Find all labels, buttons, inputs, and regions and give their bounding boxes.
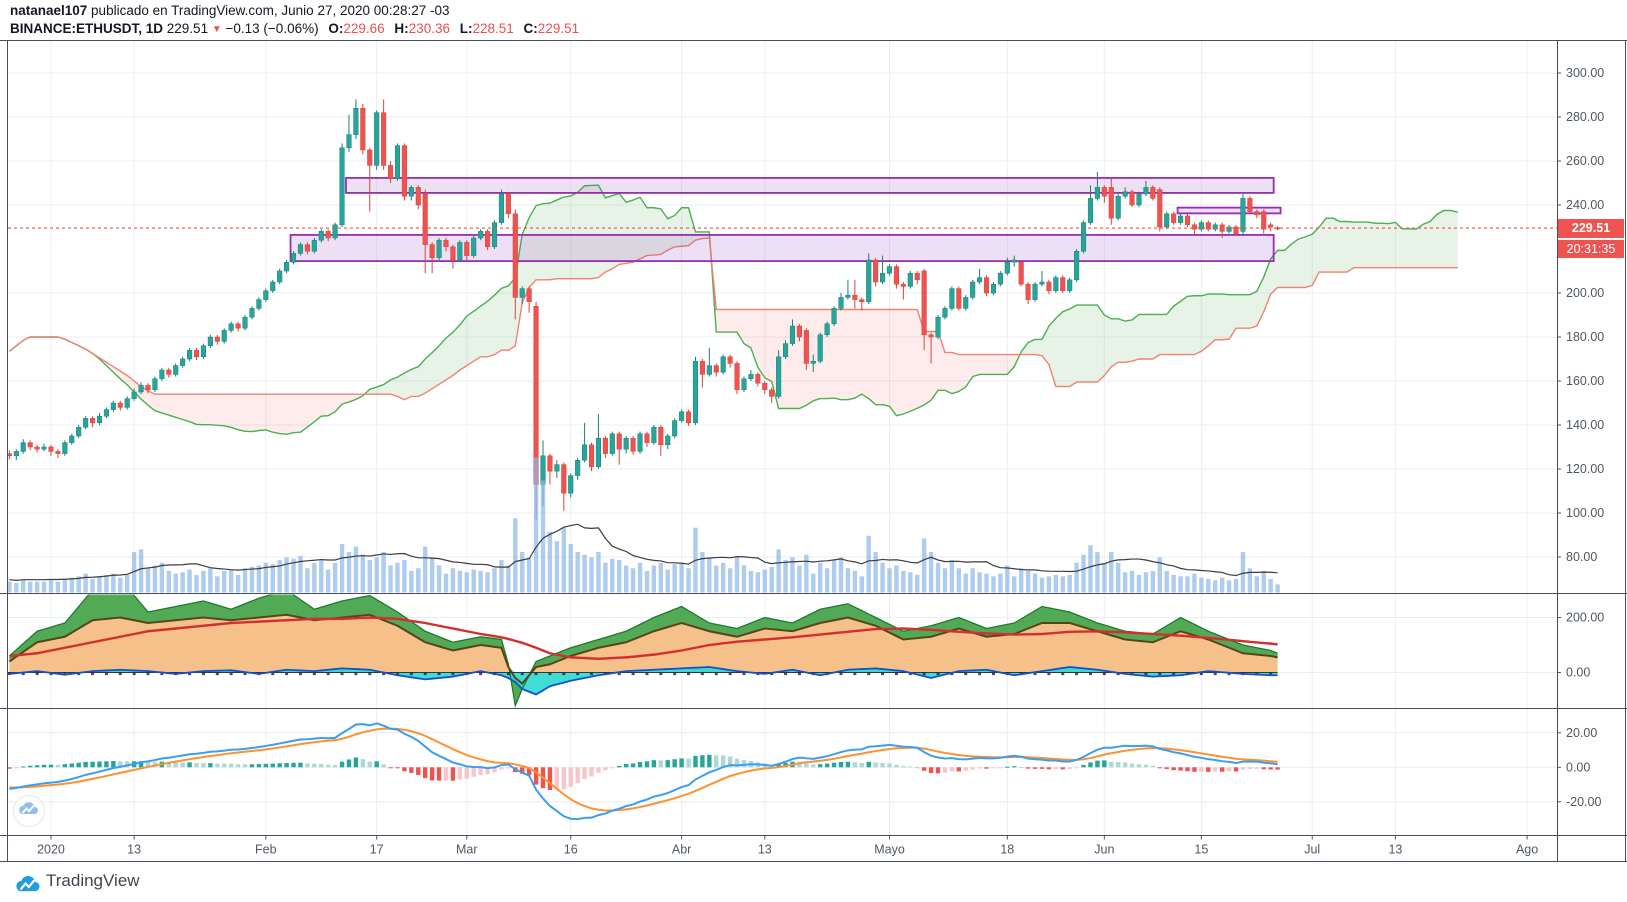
tradingview-logo-icon[interactable] bbox=[14, 870, 41, 897]
footer-brand-text[interactable]: TradingView bbox=[46, 871, 140, 890]
svg-text:260.00: 260.00 bbox=[1566, 154, 1604, 168]
svg-text:200.00: 200.00 bbox=[1566, 286, 1604, 300]
open-label: O: bbox=[328, 21, 344, 36]
last-price-label: 229.51 bbox=[1558, 219, 1624, 238]
down-triangle-icon: ▼ bbox=[211, 24, 222, 35]
svg-text:160.00: 160.00 bbox=[1566, 374, 1604, 388]
close-value: 229.51 bbox=[537, 21, 580, 36]
svg-text:80.00: 80.00 bbox=[1566, 550, 1597, 564]
svg-text:0.00: 0.00 bbox=[1566, 760, 1590, 774]
svg-text:13: 13 bbox=[1388, 843, 1402, 857]
svg-text:200.00: 200.00 bbox=[1566, 611, 1604, 625]
svg-text:120.00: 120.00 bbox=[1566, 462, 1604, 476]
price-change: −0.13 (−0.06%) bbox=[225, 21, 319, 36]
svg-text:Feb: Feb bbox=[255, 843, 277, 857]
oscillator-red-line bbox=[9, 616, 1278, 660]
svg-text:140.00: 140.00 bbox=[1566, 418, 1604, 432]
svg-text:20.00: 20.00 bbox=[1566, 726, 1597, 740]
senkou-b-line bbox=[8, 237, 1458, 401]
candlesticks bbox=[8, 99, 1281, 520]
svg-text:-20.00: -20.00 bbox=[1566, 795, 1601, 809]
ichimoku-cloud bbox=[8, 184, 1458, 436]
open-value: 229.66 bbox=[343, 21, 385, 36]
symbol-info-bar: BINANCE:ETHUSDT, 1D 229.51 ▼ −0.13 (−0.0… bbox=[10, 21, 579, 36]
low-label: L: bbox=[459, 21, 473, 36]
publish-header: natanael107 publicado en TradingView.com… bbox=[10, 3, 450, 18]
footer-bar: TradingView bbox=[0, 863, 1627, 902]
time-axis[interactable]: 2020 13 Feb 17 Mar 16 Abr 13 Mayo 18 Jun 15 Jul 13 Ago bbox=[37, 835, 1538, 857]
high-label: H: bbox=[394, 21, 409, 36]
svg-text:Jun: Jun bbox=[1094, 843, 1114, 857]
svg-text:Jul: Jul bbox=[1304, 843, 1320, 857]
svg-text:0.00: 0.00 bbox=[1566, 666, 1590, 680]
svg-text:17: 17 bbox=[370, 843, 384, 857]
high-value: 230.36 bbox=[408, 21, 450, 36]
svg-text:280.00: 280.00 bbox=[1566, 110, 1604, 124]
macd-line bbox=[9, 722, 1278, 821]
bar-countdown-label: 20:31:35 bbox=[1558, 240, 1624, 258]
svg-text:15: 15 bbox=[1194, 843, 1208, 857]
oscillator-panel bbox=[8, 594, 1278, 708]
svg-text:18: 18 bbox=[1000, 843, 1014, 857]
svg-text:Ago: Ago bbox=[1516, 843, 1538, 857]
volume-ma-line bbox=[9, 523, 1278, 581]
oscillator-olive-line bbox=[8, 613, 1278, 685]
svg-text:240.00: 240.00 bbox=[1566, 198, 1604, 212]
symbol-name[interactable]: BINANCE:ETHUSDT, 1D bbox=[10, 21, 164, 36]
gridlines bbox=[8, 41, 1557, 836]
svg-text:2020: 2020 bbox=[37, 843, 65, 857]
svg-text:13: 13 bbox=[127, 843, 141, 857]
svg-text:Abr: Abr bbox=[672, 843, 691, 857]
price-axis[interactable]: 300.00 280.00 260.00 240.00 200.00 180.00 160.… bbox=[1557, 66, 1604, 809]
author-name: natanael107 bbox=[10, 3, 88, 18]
oscillator-green-area bbox=[9, 594, 1278, 706]
svg-text:16: 16 bbox=[564, 843, 578, 857]
svg-text:Mayo: Mayo bbox=[874, 843, 905, 857]
svg-text:Mar: Mar bbox=[456, 843, 478, 857]
oscillator-blue-line bbox=[9, 666, 1278, 696]
svg-text:300.00: 300.00 bbox=[1566, 66, 1604, 80]
svg-text:100.00: 100.00 bbox=[1566, 506, 1604, 520]
oscillator-green-line bbox=[8, 594, 1278, 708]
pane-borders bbox=[0, 40, 1627, 862]
tradingview-watermark-icon bbox=[13, 795, 45, 827]
zone-rect bbox=[1176, 206, 1282, 215]
macd-panel bbox=[8, 722, 1280, 821]
svg-text:180.00: 180.00 bbox=[1566, 330, 1604, 344]
zone-rect bbox=[345, 177, 1275, 194]
macd-signal-line bbox=[9, 727, 1278, 812]
svg-text:13: 13 bbox=[758, 843, 772, 857]
last-price: 229.51 bbox=[166, 21, 209, 36]
low-value: 228.51 bbox=[472, 21, 514, 36]
publish-info: publicado en TradingView.com, Junio 27, … bbox=[87, 3, 450, 18]
senkou-a-line bbox=[8, 184, 1458, 436]
close-label: C: bbox=[523, 21, 538, 36]
volume-bars bbox=[8, 457, 1280, 593]
